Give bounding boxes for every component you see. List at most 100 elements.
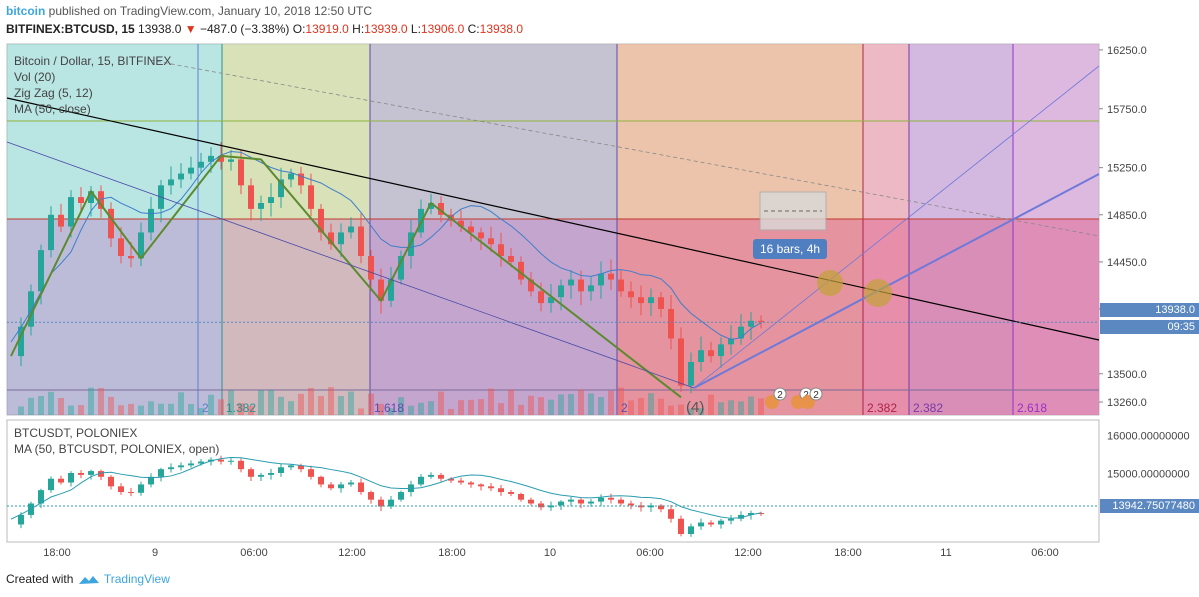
fib-label: 2.618	[1017, 401, 1047, 415]
candle-body	[638, 297, 644, 304]
event-badge-count: 2	[777, 390, 783, 401]
candle-body	[658, 297, 664, 309]
volume-bar	[688, 408, 694, 415]
sub-candle-body	[358, 482, 364, 493]
legend-zigzag[interactable]: Zig Zag (5, 12)	[14, 86, 93, 100]
volume-bar	[668, 405, 674, 415]
sub-candle-body	[158, 469, 164, 477]
sub-ma-line	[10, 456, 762, 520]
candle-body	[228, 159, 234, 162]
volume-bar	[188, 404, 194, 415]
y-tick-label: 16250.0	[1107, 45, 1147, 57]
legend-symbol[interactable]: Bitcoin / Dollar, 15, BITFINEX	[14, 54, 172, 68]
volume-bar	[598, 397, 604, 415]
symbol-header: BITFINEX:BTCUSD, 15 13938.0 ▼ −487.0 (−3…	[6, 22, 523, 36]
volume-bar	[538, 397, 544, 415]
event-badge	[773, 387, 787, 401]
legend-ma[interactable]: MA (50, close)	[14, 102, 91, 116]
volume-bar	[68, 405, 74, 415]
last-price: 13938.0	[138, 22, 182, 36]
volume-bar	[78, 405, 84, 415]
candle-body	[188, 167, 194, 174]
volume-bar	[558, 394, 564, 415]
candle-body	[398, 256, 404, 280]
fib-label: 2.382	[913, 401, 943, 415]
candle-body	[268, 197, 274, 203]
volume-bar	[738, 401, 744, 415]
sub-candle-body	[718, 520, 724, 525]
sub-candle-body	[468, 482, 474, 485]
volume-bar	[158, 403, 164, 415]
fib-time-zones	[7, 44, 1099, 415]
candle-body	[218, 155, 224, 162]
sub-candle-body	[438, 474, 444, 479]
volume-bar	[758, 398, 764, 415]
candle-body	[108, 208, 114, 239]
sub-pane	[6, 419, 1100, 543]
volume-bar	[648, 393, 654, 415]
candle-body	[358, 226, 364, 256]
last-price-tag: 13938.0	[1100, 303, 1199, 317]
x-tick-label: 06:00	[240, 547, 268, 559]
created-with-label: Created with	[6, 572, 74, 586]
sub-candle-body	[118, 486, 124, 493]
volume-bar	[218, 399, 224, 415]
volume-bar	[18, 406, 24, 415]
candle-body	[618, 279, 624, 292]
candle-body	[388, 279, 394, 301]
sub-candle-body	[58, 478, 64, 483]
candle-body	[478, 232, 484, 239]
sub-candle-body	[458, 480, 464, 483]
target-circle	[817, 270, 843, 296]
sub-candle-body	[278, 467, 284, 473]
volume-bar	[588, 393, 594, 415]
volume-bar	[658, 398, 664, 415]
volume-bar	[28, 397, 34, 415]
high-label: H:	[352, 22, 365, 36]
volume-bar	[238, 403, 244, 415]
candle-body	[548, 297, 554, 304]
sub-candle-body	[248, 469, 254, 477]
candle-body	[578, 279, 584, 292]
down-arrow-icon: ▼	[184, 22, 197, 36]
candle-body	[558, 285, 564, 298]
candle-body	[28, 291, 34, 327]
sub-legend-symbol[interactable]: BTCUSDT, POLONIEX	[14, 426, 138, 440]
sub-candle-body	[508, 492, 514, 494]
candle-body	[78, 197, 84, 203]
candle-body	[288, 173, 294, 180]
candle-body	[668, 309, 674, 339]
sub-candle-body	[298, 465, 304, 470]
volume-bar	[198, 407, 204, 415]
volume-bar	[638, 397, 644, 415]
sub-candle-body	[98, 471, 104, 477]
sub-candle-body	[628, 503, 634, 506]
y-tick-label: 14850.0	[1107, 210, 1147, 222]
sub-candle-body	[178, 465, 184, 468]
candle-body	[688, 362, 694, 386]
volume-bar	[178, 392, 184, 415]
candle-body	[508, 256, 514, 262]
legend-volume[interactable]: Vol (20)	[14, 70, 56, 84]
axes: 16250.015750.015250.014850.014450.014050…	[43, 45, 1189, 559]
sub-candle-body	[238, 460, 244, 470]
tradingview-link[interactable]: TradingView	[103, 572, 170, 586]
volume-bar	[308, 387, 314, 415]
volume-bar	[618, 387, 624, 415]
sub-candle-body	[338, 484, 344, 489]
candle-body	[518, 261, 524, 280]
sub-legend-ma[interactable]: MA (50, BTCUSDT, POLONIEX, open)	[14, 442, 220, 456]
volume-bar	[248, 406, 254, 415]
sub-candle-body	[578, 499, 584, 504]
volume-bar	[548, 399, 554, 415]
fib-time-lines	[7, 44, 1099, 415]
volume-bar	[748, 396, 754, 415]
candle-body	[488, 238, 494, 245]
volume-bar	[58, 398, 64, 415]
candle-body	[118, 238, 124, 256]
sub-candle-body	[728, 518, 734, 521]
brand-name[interactable]: bitcoin	[6, 4, 46, 18]
bars-annotation[interactable]: 16 bars, 4h	[753, 239, 828, 259]
candle-body	[18, 326, 24, 357]
